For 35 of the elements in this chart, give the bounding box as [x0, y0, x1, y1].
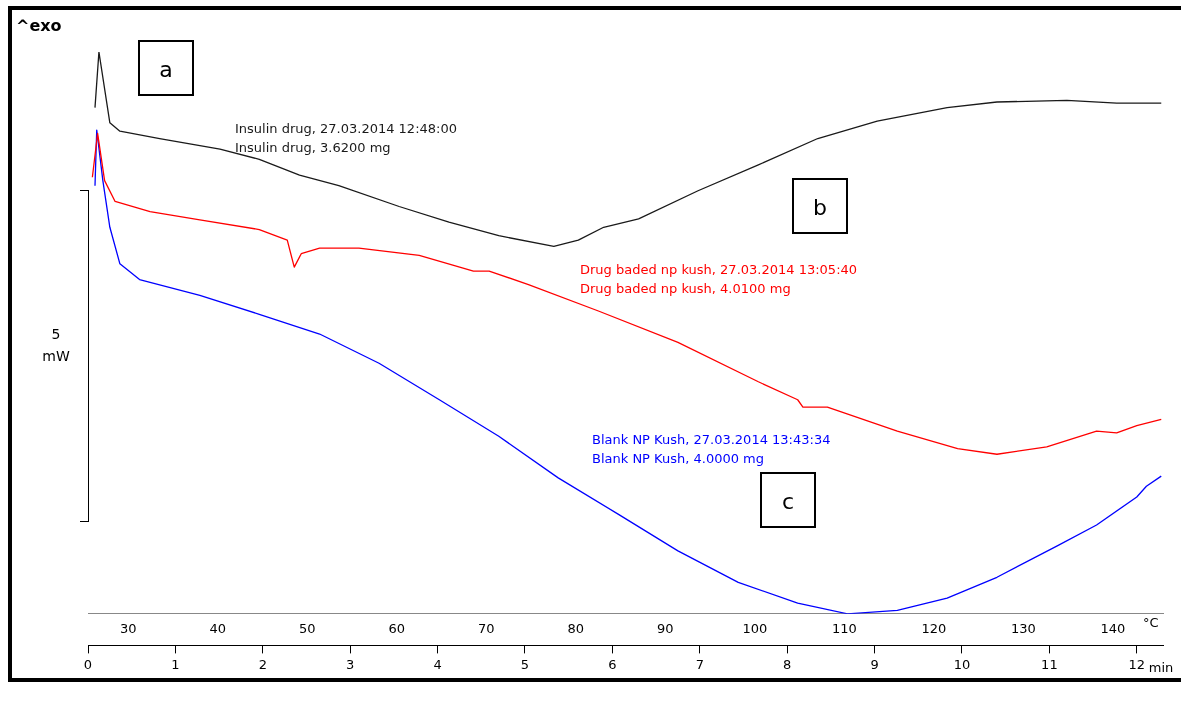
x-tick-label: 2 — [258, 656, 267, 672]
x2-axis-title: °C — [1143, 615, 1159, 631]
x2-tick-label: 80 — [567, 620, 585, 636]
x2-tick-label: 140 — [1100, 620, 1126, 636]
chart-title: ^exo — [16, 16, 62, 35]
annotation: c — [760, 472, 816, 528]
x2-tick-label: 130 — [1010, 620, 1036, 636]
x-tick-label: 7 — [695, 656, 704, 672]
text: Blank NP Kush, 27.03.2014 13:43:34 Blank NP Kush, 4.0000 mg — [592, 432, 831, 467]
x-tick-label: 0 — [83, 656, 93, 672]
y-axis-title: 5 mW — [41, 325, 71, 366]
x2-tick-label: 70 — [478, 620, 495, 636]
x-tick-label: 3 — [346, 656, 355, 672]
x-tick-label: 12 — [1128, 656, 1146, 672]
x-tick-label: 11 — [1041, 656, 1058, 672]
x-tick-label: 10 — [953, 656, 971, 672]
series-label: Drug baded np kush, 27.03.2014 13:05:40 Drug baded np kush, 4.0100 mg — [580, 262, 858, 297]
annotation: a — [138, 40, 194, 96]
x-tick-label: 9 — [870, 656, 879, 672]
x2-tick-label: 40 — [209, 620, 227, 636]
x-tick-label: 6 — [608, 656, 617, 672]
x-tick-label: 1 — [171, 656, 180, 672]
series-label: Insulin drug, 27.03.2014 12:48:00 Insulin drug, 3.6200 mg — [235, 121, 457, 156]
x2-tick-label: 120 — [921, 620, 947, 636]
x-tick-label: 8 — [783, 656, 792, 672]
x2-tick-label: 100 — [742, 620, 768, 636]
x2-tick-label: 30 — [120, 620, 137, 636]
x-tick-label: 4 — [433, 656, 442, 672]
x2-tick-label: 110 — [831, 620, 857, 636]
x-axis-title: min — [1148, 660, 1174, 676]
x2-tick-label: 50 — [299, 620, 316, 636]
x2-tick-label: 60 — [388, 620, 406, 636]
annotation: b — [792, 178, 848, 234]
x-tick-label: 5 — [520, 656, 530, 672]
x2-tick-label: 90 — [657, 620, 674, 636]
